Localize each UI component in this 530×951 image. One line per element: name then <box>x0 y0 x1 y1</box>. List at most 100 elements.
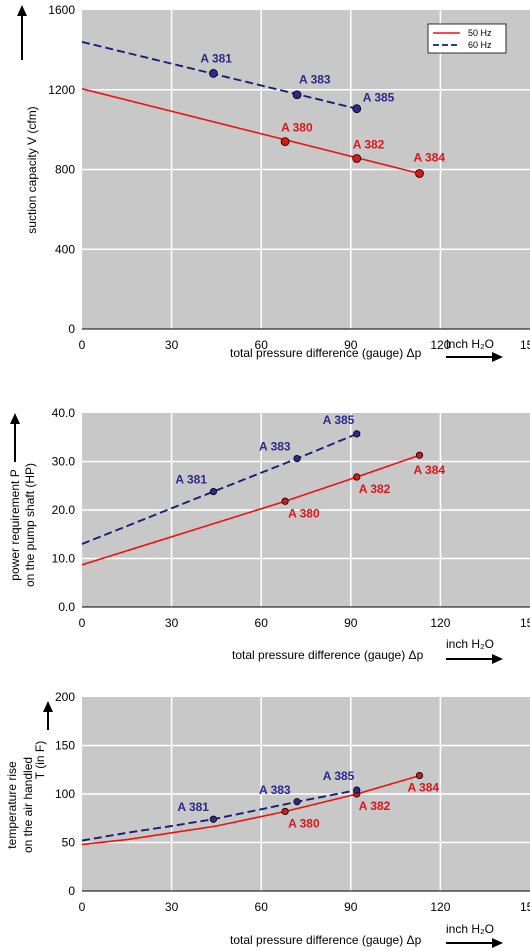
y-tick-label: 0 <box>68 322 75 336</box>
y-tick-label: 150 <box>55 739 75 753</box>
y-tick-labels: 0.0 10.0 20.0 30.0 40.0 <box>52 406 76 614</box>
data-point-a381 <box>209 69 218 78</box>
x-tick-label: 150 <box>520 900 530 914</box>
data-point-a385 <box>353 430 361 438</box>
data-point-a383 <box>292 90 302 100</box>
data-point-a382 <box>352 154 362 163</box>
point-label-a385: A 385 <box>323 413 355 427</box>
x-tick-label: 0 <box>79 900 86 914</box>
x-tick-label: 30 <box>165 616 179 630</box>
x-tick-label: 90 <box>344 616 358 630</box>
y-axis-label: temperature rise <box>5 761 19 849</box>
point-label-a385: A 385 <box>323 769 355 783</box>
point-label-a381: A 381 <box>200 51 232 65</box>
y-axis-arrow-head <box>17 5 27 16</box>
point-label-a383: A 383 <box>259 440 291 454</box>
grid <box>82 413 530 607</box>
y-tick-labels: 0 50 100 150 200 <box>55 690 75 898</box>
point-label-a382: A 382 <box>359 799 391 813</box>
point-label-a380: A 380 <box>288 506 320 520</box>
y-tick-label: 0.0 <box>58 600 75 614</box>
x-axis-arrow-head <box>492 654 503 664</box>
x-tick-label: 150 <box>520 616 530 630</box>
data-point-a381 <box>209 815 218 823</box>
grid <box>82 10 530 329</box>
temperature-rise-chart: 0 50 100 150 200 0 30 60 90 120 150 temperature r… <box>5 690 530 948</box>
point-label-a385: A 385 <box>363 91 395 105</box>
y-tick-label: 20.0 <box>52 503 76 517</box>
data-point-a384 <box>415 451 424 459</box>
x-tick-label: 30 <box>165 338 179 352</box>
x-unit-label: inch H₂O <box>446 922 494 936</box>
y-tick-label: 100 <box>55 787 75 801</box>
y-tick-label: 800 <box>55 163 75 177</box>
point-label-a384: A 384 <box>413 150 445 164</box>
x-tick-label: 0 <box>79 616 86 630</box>
data-point-a385 <box>352 104 362 114</box>
x-tick-label: 150 <box>520 338 530 352</box>
data-point-a384 <box>415 771 424 780</box>
y-tick-label: 40.0 <box>52 406 76 420</box>
x-tick-label: 90 <box>344 900 358 914</box>
x-axis-arrow-head <box>492 352 503 362</box>
legend-label-50hz: 50 Hz <box>468 28 492 38</box>
x-axis-arrow-head <box>492 938 503 948</box>
y-tick-label: 200 <box>55 690 75 704</box>
y-tick-label: 30.0 <box>52 455 76 469</box>
data-point-a380 <box>280 137 290 146</box>
y-tick-label: 0 <box>68 884 75 898</box>
series-line-60hz <box>81 433 358 545</box>
x-tick-label: 60 <box>255 900 269 914</box>
y-axis-label-right: T (in F) <box>33 741 47 779</box>
y-tick-label: 10.0 <box>52 552 76 566</box>
point-label-a380: A 380 <box>288 816 320 830</box>
legend: 50 Hz 60 Hz <box>427 23 507 54</box>
series: A 380 A 382 A 384 A 381 A 383 A 385 <box>81 769 439 846</box>
x-tick-label: 120 <box>430 338 450 352</box>
x-tick-label: 90 <box>344 338 358 352</box>
y-axis-arrow-head <box>10 413 20 424</box>
data-point-a381 <box>209 487 218 496</box>
point-label-a383: A 383 <box>259 783 291 797</box>
point-label-a383: A 383 <box>299 73 331 87</box>
x-axis-label: total pressure difference (gauge) Δp <box>230 346 422 360</box>
x-axis-label: total pressure difference (gauge) Δp <box>232 648 424 662</box>
point-label-a381: A 381 <box>177 800 209 814</box>
series: A 380 A 382 A 384 A 381 A 383 A 385 <box>81 413 445 566</box>
y-tick-label: 50 <box>62 836 76 850</box>
data-point-a383 <box>293 454 301 463</box>
y-tick-label: 1600 <box>48 3 75 17</box>
x-unit-label: inch H₂O <box>446 637 494 651</box>
x-tick-label: 60 <box>255 338 269 352</box>
x-tick-label: 30 <box>165 900 179 914</box>
point-label-a381: A 381 <box>175 473 207 487</box>
x-tick-label: 120 <box>430 900 450 914</box>
point-label-a384: A 384 <box>413 463 445 477</box>
y-axis-label-line2: on the pump shaft (HP) <box>23 463 37 587</box>
data-point-a384 <box>415 169 424 178</box>
y-tick-labels: 0 400 800 1200 1600 <box>48 3 75 336</box>
data-point-a382 <box>353 473 361 481</box>
data-point-a380 <box>281 807 289 816</box>
point-label-a380: A 380 <box>281 121 313 135</box>
legend-label-60hz: 60 Hz <box>468 40 492 50</box>
point-label-a382: A 382 <box>359 482 391 496</box>
data-point-a383 <box>293 798 301 806</box>
power-requirement-chart: 0.0 10.0 20.0 30.0 40.0 0 30 60 90 120 150 power … <box>8 406 530 664</box>
x-tick-labels: 0 30 60 90 120 150 <box>79 900 530 914</box>
point-label-a384: A 384 <box>407 781 439 795</box>
y-tick-label: 400 <box>55 242 75 256</box>
data-point-a385 <box>353 786 361 794</box>
legend-box <box>427 23 507 54</box>
x-tick-label: 120 <box>430 616 450 630</box>
y-axis-label-line2: on the air handled <box>21 757 35 853</box>
series-line-50hz <box>81 88 420 175</box>
y-tick-label: 1200 <box>48 83 75 97</box>
point-label-a382: A 382 <box>353 138 385 152</box>
series-line-60hz <box>81 789 357 842</box>
y-axis-label: power requirement P <box>8 469 22 580</box>
series-line-50hz <box>81 454 420 566</box>
series: A 380 A 382 A 384 A 381 A 383 A 385 <box>81 40 445 178</box>
suction-capacity-chart: 0 400 800 1200 1600 0 30 60 90 120 150 suction ca… <box>17 3 530 362</box>
